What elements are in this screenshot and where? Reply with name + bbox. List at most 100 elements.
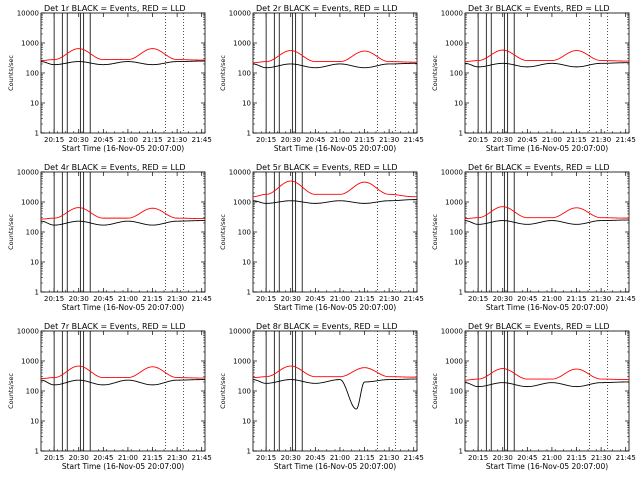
x-axis-label: Start Time (16-Nov-05 20:07:00)	[62, 462, 184, 471]
y-tick-label: 1000	[445, 40, 463, 48]
plot-frame	[252, 171, 418, 293]
chart-panel-3: 1 10 100 1000 10000 20:15 20:30 20:45 21:00 21:15…	[431, 4, 636, 153]
x-axis-label: Start Time (16-Nov-05 20:07:00)	[62, 303, 184, 312]
y-tick-label: 10000	[17, 169, 39, 177]
y-tick-label: 1000	[21, 358, 39, 366]
y-tick-label: 10000	[17, 328, 39, 336]
y-tick-label: 1	[35, 448, 39, 456]
x-tick-label: 20:15	[256, 136, 276, 144]
series-line-red	[253, 365, 417, 379]
x-tick-label: 21:45	[616, 454, 636, 462]
y-axis-label: Counts/sec	[7, 55, 15, 91]
x-tick-label: 21:30	[379, 295, 399, 303]
x-tick-label: 21:30	[167, 454, 187, 462]
plot-frame	[40, 12, 206, 134]
x-tick-label: 21:15	[566, 454, 586, 462]
x-tick-label: 21:00	[118, 295, 138, 303]
y-tick-label: 100	[238, 229, 251, 237]
series-line-black	[465, 219, 629, 225]
y-tick-label: 1	[35, 289, 39, 297]
chart-panel-5: 1 10 100 1000 10000 20:15 20:30 20:45 21:00 21:15…	[219, 163, 424, 312]
x-tick-label: 20:30	[281, 136, 301, 144]
y-axis-label: Counts/sec	[219, 55, 227, 91]
x-tick-label: 20:45	[93, 295, 113, 303]
x-tick-label: 21:30	[379, 454, 399, 462]
y-tick-label: 10000	[229, 10, 251, 18]
chart-title: Det 6r BLACK = Events, RED = LLD	[468, 163, 610, 172]
y-tick-label: 10	[242, 259, 251, 267]
y-axis-label: Counts/sec	[219, 373, 227, 409]
plot-frame	[252, 12, 418, 134]
series-line-red	[465, 206, 629, 220]
x-tick-label: 20:15	[468, 136, 488, 144]
x-tick-label: 21:15	[354, 295, 374, 303]
x-tick-label: 21:00	[542, 136, 562, 144]
x-tick-label: 20:15	[44, 295, 64, 303]
chart-title: Det 5r BLACK = Events, RED = LLD	[256, 163, 398, 172]
x-tick-label: 21:00	[542, 295, 562, 303]
y-tick-label: 10	[454, 100, 463, 108]
y-tick-label: 1000	[233, 40, 251, 48]
x-tick-label: 20:30	[493, 454, 513, 462]
y-tick-label: 1	[459, 448, 463, 456]
plot-frame	[40, 171, 206, 293]
x-tick-label: 21:45	[404, 295, 424, 303]
x-tick-label: 20:30	[281, 295, 301, 303]
y-tick-label: 10	[454, 259, 463, 267]
x-axis-label: Start Time (16-Nov-05 20:07:00)	[274, 462, 396, 471]
chart-panel-4: 1 10 100 1000 10000 20:15 20:30 20:45 21:00 21:15…	[7, 163, 212, 312]
series-line-red	[253, 50, 417, 64]
plot-frame	[464, 12, 630, 134]
y-tick-label: 100	[26, 229, 39, 237]
y-tick-label: 10000	[441, 169, 463, 177]
y-tick-label: 10	[242, 418, 251, 426]
y-tick-label: 1	[247, 130, 251, 138]
chart-title: Det 2r BLACK = Events, RED = LLD	[256, 4, 398, 13]
x-tick-label: 21:15	[566, 136, 586, 144]
x-axis-label: Start Time (16-Nov-05 20:07:00)	[486, 303, 608, 312]
series-line-red	[253, 180, 417, 198]
y-tick-label: 100	[450, 229, 463, 237]
x-tick-label: 21:15	[142, 136, 162, 144]
series-group	[253, 50, 417, 69]
chart-panel-9: 1 10 100 1000 10000 20:15 20:30 20:45 21:00 21:15…	[431, 322, 636, 471]
chart-panel-8: 1 10 100 1000 10000 20:15 20:30 20:45 21:00 21:15…	[219, 322, 424, 471]
y-tick-label: 1000	[21, 40, 39, 48]
series-group	[465, 206, 629, 225]
x-tick-label: 21:00	[330, 454, 350, 462]
series-line-red	[41, 207, 205, 220]
x-tick-label: 20:30	[69, 295, 89, 303]
x-tick-label: 20:30	[493, 295, 513, 303]
y-tick-label: 1	[35, 130, 39, 138]
chart-title: Det 7r BLACK = Events, RED = LLD	[44, 322, 186, 331]
y-tick-label: 10000	[441, 10, 463, 18]
y-tick-label: 1	[459, 289, 463, 297]
x-axis-label: Start Time (16-Nov-05 20:07:00)	[274, 144, 396, 153]
chart-title: Det 9r BLACK = Events, RED = LLD	[468, 322, 610, 331]
y-tick-label: 10000	[229, 328, 251, 336]
x-tick-label: 21:00	[330, 136, 350, 144]
plot-frame	[464, 171, 630, 293]
x-tick-label: 20:45	[517, 136, 537, 144]
series-line-red	[41, 365, 205, 379]
chart-title: Det 1r BLACK = Events, RED = LLD	[44, 4, 186, 13]
y-tick-label: 10	[30, 100, 39, 108]
x-tick-label: 20:15	[256, 454, 276, 462]
y-tick-label: 1	[247, 289, 251, 297]
x-tick-label: 21:15	[354, 454, 374, 462]
y-tick-label: 10	[454, 418, 463, 426]
plot-frame	[252, 330, 418, 452]
x-tick-label: 21:45	[404, 136, 424, 144]
chart-panel-1: 1 10 100 1000 10000 20:15 20:30 20:45 21:00 21:15…	[7, 4, 212, 153]
series-line-black	[41, 60, 205, 66]
series-group	[41, 48, 205, 66]
series-line-black	[253, 199, 417, 204]
plot-frame	[40, 330, 206, 452]
x-tick-label: 21:45	[616, 136, 636, 144]
x-tick-label: 21:00	[542, 454, 562, 462]
series-group	[41, 207, 205, 226]
x-tick-label: 21:15	[354, 136, 374, 144]
series-line-red	[465, 368, 629, 381]
y-tick-label: 10	[242, 100, 251, 108]
